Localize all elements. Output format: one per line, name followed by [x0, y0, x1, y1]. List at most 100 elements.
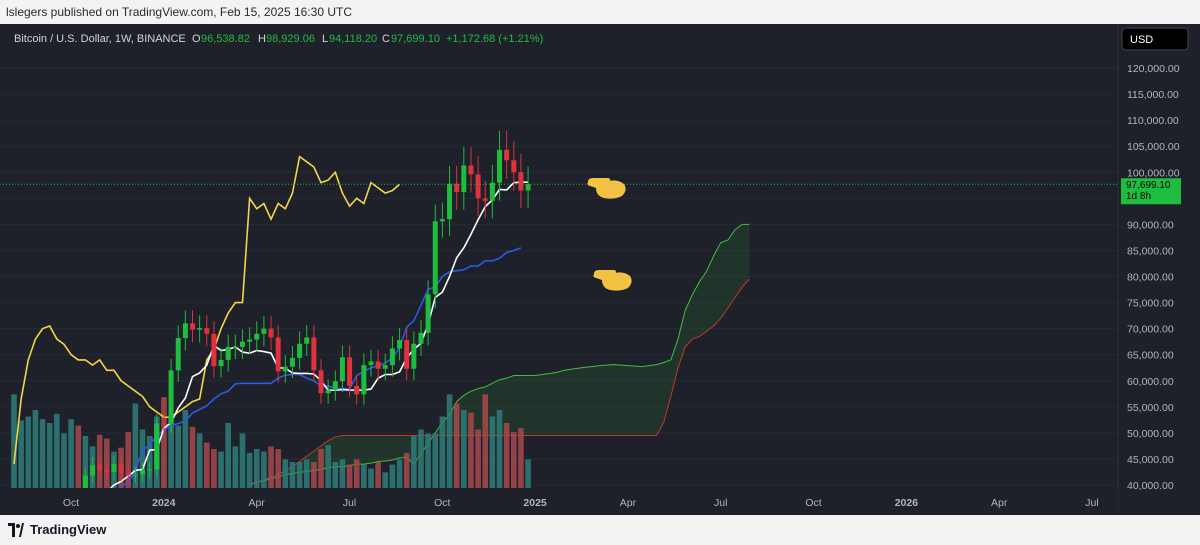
volume-bar: [339, 459, 346, 488]
candle-body: [497, 149, 503, 183]
candle-body: [525, 184, 531, 191]
volume-bar: [411, 436, 417, 488]
volume-bar: [132, 403, 139, 488]
candle-body: [389, 348, 395, 366]
volume-bar: [432, 433, 439, 488]
volume-bar: [503, 423, 510, 488]
candle-body: [90, 465, 96, 476]
volume-bar: [439, 416, 446, 488]
time-tick-label: Oct: [434, 497, 450, 509]
price-tick-label: 60,000.00: [1127, 376, 1174, 388]
candle-body: [190, 323, 195, 330]
ohlc-o-label: O: [192, 33, 201, 45]
price-tick-label: 55,000.00: [1127, 402, 1174, 414]
volume-bar: [282, 459, 289, 488]
price-tick-label: 90,000.00: [1127, 219, 1174, 231]
price-tick-label: 70,000.00: [1127, 324, 1174, 336]
candle-body: [518, 172, 524, 191]
candle-body: [275, 337, 281, 372]
candle-body: [168, 370, 174, 425]
price-tick-label: 65,000.00: [1127, 350, 1174, 362]
ohlc-close: 97,699.10: [391, 33, 440, 45]
price-chart[interactable]: 120,000.00 115,000.00 110,000.00 105,000.00…: [0, 24, 1200, 515]
volume-bar: [82, 436, 89, 488]
volume-bar: [325, 445, 331, 488]
volume-bar: [275, 449, 281, 488]
candle-body: [225, 346, 231, 360]
candle-body: [97, 465, 103, 470]
volume-bar: [46, 423, 53, 488]
currency-button[interactable]: [1121, 27, 1189, 51]
price-tick-label: 110,000.00: [1127, 115, 1179, 127]
ohlc-high: 98,929.06: [266, 33, 315, 45]
ohlc-c-label: C: [382, 33, 390, 45]
price-tick-label: 80,000.00: [1127, 272, 1174, 284]
candle-body: [161, 423, 167, 425]
volume-bar: [468, 412, 474, 488]
time-axis[interactable]: Oct 2024 Apr Jul Oct 2025 Apr Jul Oct 2026 Apr Jul: [63, 497, 1099, 509]
volume-bar: [389, 464, 396, 488]
volume-bar: [289, 462, 296, 488]
volume-bar: [11, 394, 17, 488]
candle-body: [339, 357, 345, 382]
price-axis[interactable]: 120,000.00 115,000.00 110,000.00 105,000.00…: [1127, 63, 1180, 492]
volume-bar: [453, 403, 460, 488]
time-tick-label: Jul: [343, 497, 356, 509]
volume-bar: [196, 433, 203, 488]
candle-body: [468, 165, 474, 175]
candle-body: [368, 361, 374, 366]
volume-bar: [168, 419, 174, 488]
candle-body: [439, 219, 445, 222]
candle-body: [304, 337, 310, 344]
ohlc-change: +1,172.68 (+1.21%): [446, 33, 543, 45]
volume-bar: [368, 468, 374, 488]
currency-label: USD: [1130, 34, 1153, 46]
candle-body: [354, 385, 360, 395]
candle-body: [297, 343, 303, 358]
candle-body: [104, 469, 110, 472]
volume-bar: [68, 419, 74, 488]
volume-bar: [161, 397, 167, 488]
volume-bar: [525, 459, 531, 488]
time-axis-background: [0, 488, 1118, 515]
candle-body: [239, 341, 245, 347]
volume-bar: [54, 413, 60, 488]
volume-bar: [232, 446, 239, 488]
volume-bar: [182, 410, 189, 488]
ohlc-low: 94,118.20: [329, 33, 377, 45]
time-tick-label: Apr: [248, 497, 265, 509]
price-tick-label: 120,000.00: [1127, 63, 1180, 75]
price-tick-label: 75,000.00: [1127, 298, 1174, 310]
time-tick-label: Apr: [620, 497, 637, 509]
candle-body: [347, 357, 353, 386]
volume-bar: [261, 451, 267, 488]
candle-body: [418, 332, 424, 344]
candle-body: [404, 340, 410, 369]
candle-body: [175, 338, 181, 371]
publisher-bar: lslegers published on TradingView.com, F…: [0, 0, 1200, 24]
time-tick-label: 2024: [152, 497, 176, 509]
volume-bar: [475, 429, 481, 488]
candle-body: [125, 473, 131, 476]
ohlc-l-label: L: [322, 33, 328, 45]
candle-body: [182, 323, 188, 339]
ohlc-h-label: H: [258, 33, 266, 45]
candle-body: [218, 359, 224, 367]
candle-body: [282, 366, 288, 372]
candle-body: [325, 390, 331, 394]
volume-bar: [418, 429, 424, 488]
candle-body: [211, 333, 217, 367]
time-tick-label: Apr: [991, 497, 1008, 509]
volume-bar: [396, 459, 403, 488]
volume-bar: [375, 462, 381, 488]
volume-bar: [139, 429, 146, 488]
candle-body: [482, 198, 488, 201]
volume-bar: [489, 416, 496, 488]
candle-body: [504, 149, 510, 161]
volume-bar: [32, 410, 39, 488]
candle-body: [254, 333, 260, 340]
gridlines: [0, 67, 1118, 486]
time-tick-label: 2026: [895, 497, 919, 509]
volume-bar: [39, 419, 46, 488]
candle-body: [247, 339, 253, 342]
